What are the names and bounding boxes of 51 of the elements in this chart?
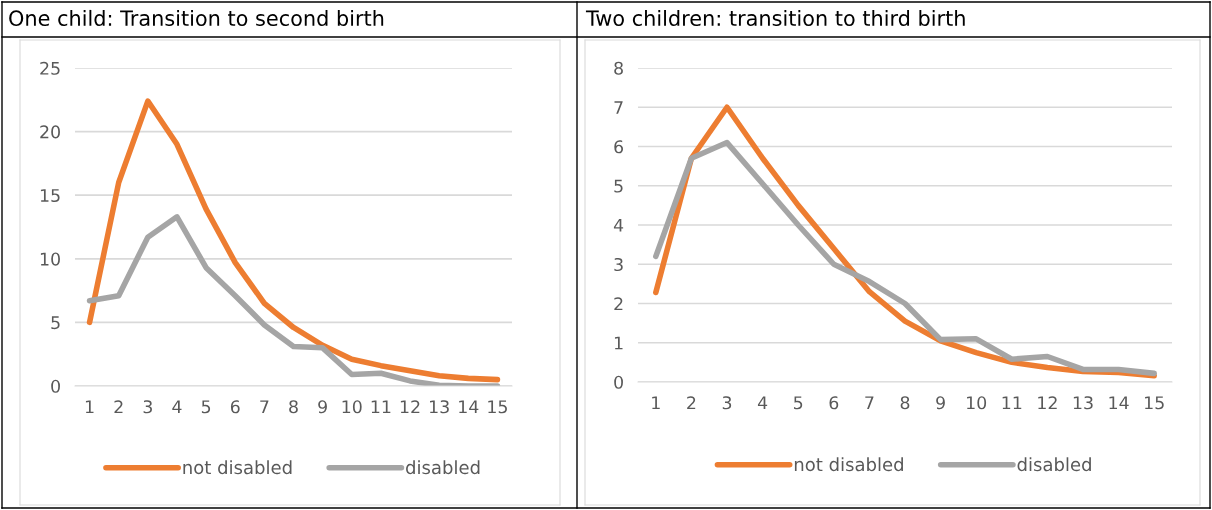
y-tick-label: 7 xyxy=(614,101,623,114)
x-tick-label: 1 xyxy=(85,400,94,414)
x-tick-label: 9 xyxy=(318,400,327,414)
y-tick-label: 4 xyxy=(613,218,624,232)
y-tick-label: 6 xyxy=(614,140,624,154)
y-tick-label: 25 xyxy=(40,61,60,75)
x-tick-label: 4 xyxy=(757,396,768,410)
x-tick-label: 8 xyxy=(289,400,298,414)
y-tick-label: 20 xyxy=(40,125,60,139)
x-tick-label: 14 xyxy=(1109,396,1129,410)
y-tick-label: 3 xyxy=(614,257,623,272)
x-tick-label: 14 xyxy=(459,400,479,414)
y-tick-label: 0 xyxy=(614,375,623,389)
x-tick-label: 10 xyxy=(342,400,362,414)
x-tick-label: 5 xyxy=(794,396,803,410)
y-tick-label: 2 xyxy=(614,297,623,311)
x-tick-label: 3 xyxy=(722,396,732,410)
x-tick-label: 10 xyxy=(967,396,987,410)
chart-title: Two children: transition to third birth xyxy=(585,9,965,27)
chart-title: One child: Transition to second birth xyxy=(9,9,384,27)
legend-label: not disabled xyxy=(794,457,903,472)
x-tick-label: 15 xyxy=(488,400,507,414)
x-tick-label: 12 xyxy=(1038,396,1057,410)
x-tick-label: 3 xyxy=(143,400,152,414)
x-tick-label: 2 xyxy=(114,400,123,414)
x-tick-label: 9 xyxy=(936,396,945,410)
x-tick-label: 12 xyxy=(400,400,420,414)
x-tick-label: 6 xyxy=(230,400,240,414)
y-tick-label: 15 xyxy=(40,189,60,203)
y-tick-label: 1 xyxy=(614,336,623,350)
x-tick-label: 11 xyxy=(1002,396,1022,410)
x-tick-label: 5 xyxy=(201,400,211,414)
y-tick-label: 8 xyxy=(614,61,623,75)
y-tick-label: 5 xyxy=(51,316,60,330)
x-tick-label: 13 xyxy=(1073,396,1093,410)
x-tick-label: 13 xyxy=(430,400,449,414)
y-tick-label: 10 xyxy=(40,252,60,266)
x-tick-label: 15 xyxy=(1145,396,1164,410)
legend-label: disabled xyxy=(1017,457,1091,472)
y-tick-label: 0 xyxy=(51,379,60,393)
legend-label: disabled xyxy=(406,460,480,475)
x-tick-label: 7 xyxy=(260,400,269,414)
x-tick-label: 1 xyxy=(652,396,660,410)
y-tick-label: 5 xyxy=(614,179,623,193)
legend-label: not disabled xyxy=(183,460,292,475)
x-tick-label: 6 xyxy=(829,396,839,410)
x-tick-label: 11 xyxy=(371,400,391,414)
x-tick-label: 4 xyxy=(172,400,182,414)
x-tick-label: 7 xyxy=(865,396,874,410)
x-tick-label: 8 xyxy=(900,396,910,410)
x-tick-label: 2 xyxy=(687,396,696,410)
